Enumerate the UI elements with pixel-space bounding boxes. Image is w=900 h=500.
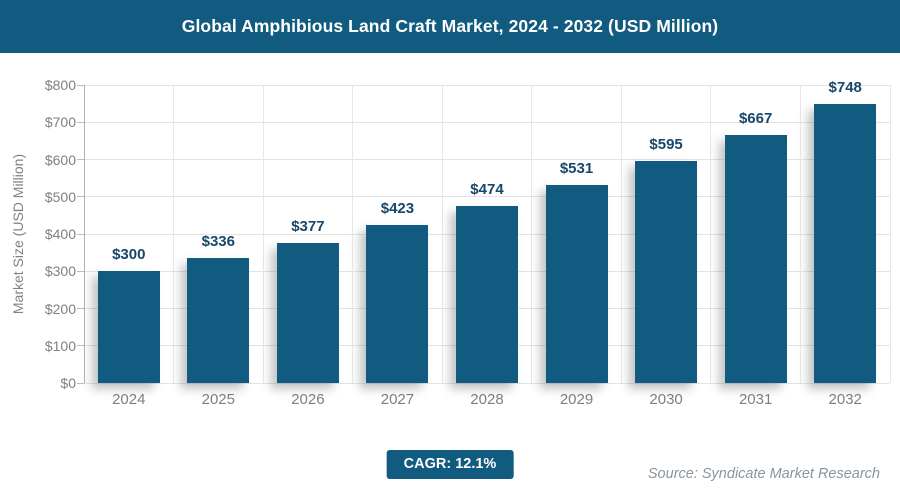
y-axis-tick-label: $800: [44, 77, 76, 93]
bar-value-label: $531: [559, 160, 594, 178]
bar-value-label: $474: [470, 181, 504, 199]
bar-value-label: $667: [738, 109, 773, 127]
bar: [366, 225, 429, 383]
bar: [276, 242, 339, 383]
gridline-vertical: [262, 85, 264, 383]
x-axis-tick-label: 2030: [649, 391, 683, 408]
gridline-vertical: [531, 85, 533, 383]
bar-value-label: $336: [201, 232, 235, 250]
x-axis-tick-label: 2029: [559, 391, 594, 408]
y-axis-tick-mark: [77, 159, 84, 160]
bar: [456, 206, 518, 383]
y-axis-tick-mark: [77, 308, 84, 309]
gridline-vertical: [620, 85, 622, 383]
bar: [187, 257, 250, 383]
y-axis-tick-label: $500: [44, 188, 76, 205]
chart-title: Global Amphibious Land Craft Market, 202…: [181, 16, 719, 36]
y-axis-tick-mark: [77, 382, 84, 384]
gridline-vertical: [173, 85, 175, 383]
gridline-vertical: [441, 85, 443, 383]
x-axis-tick-labels: 2024 2025 2026 2027 2028 2029 2030 2031 2032: [84, 391, 890, 413]
bar: [724, 134, 787, 383]
gridline-horizontal: [84, 196, 890, 198]
x-axis-tick-label: 2028: [470, 391, 504, 408]
cagr-badge: CAGR: 12.1%: [386, 450, 514, 479]
bar-value-label: $595: [649, 136, 683, 154]
gridline-horizontal: [84, 159, 890, 160]
y-axis-tick-label: $700: [44, 114, 76, 131]
y-axis-tick-mark: [77, 84, 84, 86]
x-axis-tick-label: 2024: [112, 391, 146, 408]
x-axis-tick-label: 2032: [828, 391, 862, 408]
y-axis-tick-mark: [77, 345, 84, 347]
y-axis-tick-labels: $0 $100 $200 $300 $400 $500 $600 $700 $800: [0, 77, 76, 391]
x-axis-tick-label: 2025: [201, 391, 235, 408]
gridline-vertical: [889, 85, 891, 383]
source-credit: Source: Syndicate Market Research: [647, 466, 880, 482]
y-axis-tick-label: $600: [44, 151, 76, 168]
y-axis-tick-mark: [77, 196, 84, 198]
y-axis-line: [84, 85, 85, 383]
plot-area: $300 $336 $377 $423 $474 $531 $595 $667 $748: [77, 79, 891, 384]
gridline-vertical: [710, 85, 712, 383]
gridline-horizontal: [84, 121, 890, 123]
bar-value-label: $300: [112, 246, 146, 264]
gridline-vertical: [799, 85, 801, 383]
gridline-vertical: [352, 85, 354, 383]
bar-value-label: $377: [291, 217, 325, 235]
chart-title-bar: Global Amphibious Land Craft Market, 202…: [0, 0, 900, 53]
x-axis-tick-label: 2027: [380, 391, 415, 408]
bar: [635, 161, 698, 383]
y-axis-tick-mark: [77, 270, 84, 272]
bar-value-label: $748: [828, 79, 862, 97]
y-axis-tick-label: $100: [44, 337, 76, 354]
gridline-horizontal: [84, 84, 890, 86]
y-axis-tick-mark: [77, 121, 84, 123]
bar-value-label: $423: [380, 200, 415, 218]
x-axis-tick-label: 2031: [738, 391, 773, 408]
y-axis-tick-mark: [77, 233, 84, 235]
x-axis-tick-label: 2026: [291, 391, 325, 408]
bar: [97, 271, 160, 383]
bar: [545, 185, 608, 383]
y-axis-tick-label: $200: [44, 300, 76, 317]
y-axis-tick-label: $400: [44, 226, 76, 242]
y-axis-tick-label: $300: [44, 263, 76, 280]
bar: [814, 104, 877, 383]
gridline-horizontal: [84, 382, 890, 384]
y-axis-tick-label: $0: [60, 375, 76, 391]
